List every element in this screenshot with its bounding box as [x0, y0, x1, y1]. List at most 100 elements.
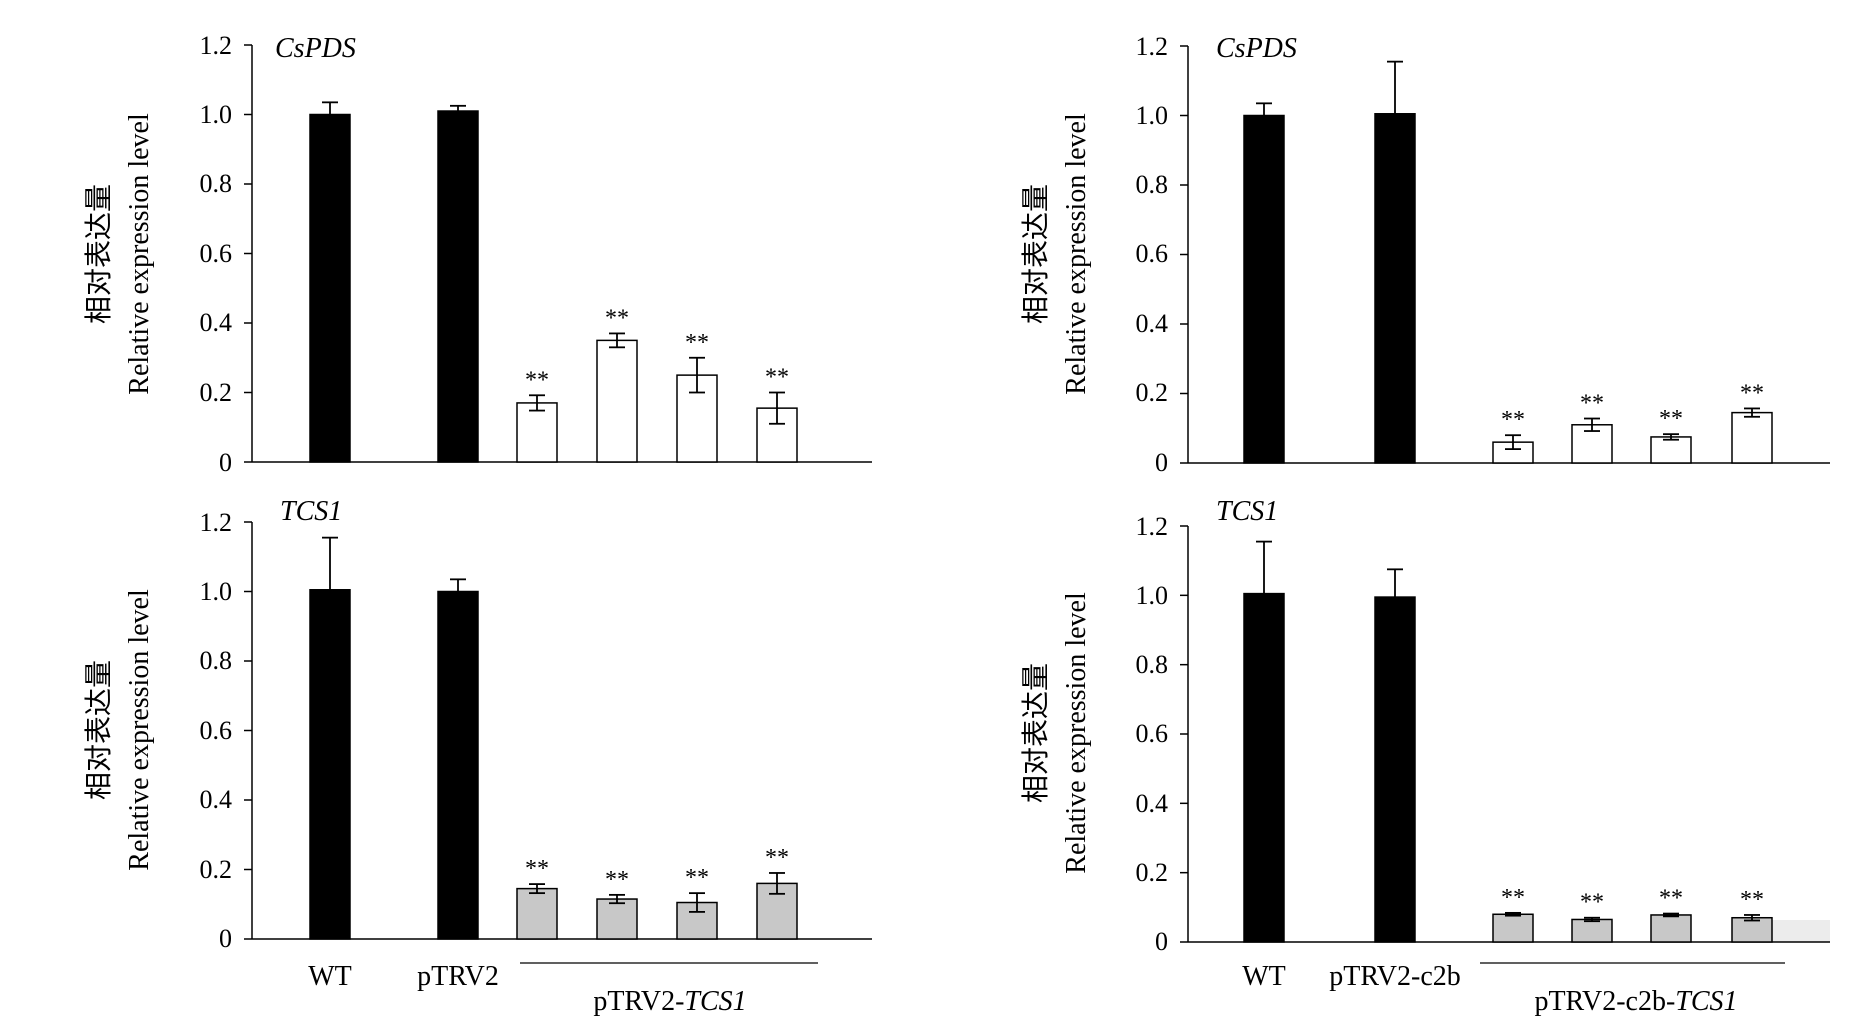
x-label-vector: pTRV2 [417, 961, 499, 992]
significance-label: ** [1659, 886, 1683, 912]
x-label-wt: WT [308, 961, 352, 992]
panel-2-marks: ** ** ** ** [244, 521, 872, 940]
significance-label: ** [685, 330, 709, 356]
significance-label: ** [525, 856, 549, 882]
significance-label: ** [1501, 885, 1525, 911]
significance-label: ** [765, 365, 789, 391]
y-tick-label: 0.6 [200, 716, 233, 745]
panel-cspds-left: 相对表达量 Relative expression level CsPDS 0 … [83, 31, 356, 477]
y-tick-label: 0.2 [200, 855, 233, 884]
y-tick-label: 0.4 [1136, 309, 1169, 338]
significance-label: ** [1740, 887, 1764, 913]
panel-cspds-right: 相对表达量 Relative expression level CsPDS 0 … [1020, 32, 1297, 477]
y-tick-label: 1.0 [1136, 581, 1169, 610]
y-tick-label: 0.2 [1136, 378, 1169, 407]
y-tick-label: 0.2 [1136, 858, 1169, 887]
bar-4 [1571, 918, 1613, 943]
bar-2 [1374, 113, 1416, 464]
y-tick-label: 1.0 [1136, 101, 1169, 130]
bar-2 [437, 590, 479, 940]
y-tick-label: 0.8 [1136, 650, 1169, 679]
bar-5 [1650, 436, 1692, 464]
x-label-wt: WT [1242, 961, 1286, 992]
bar-3 [516, 402, 558, 463]
x-label-vector: pTRV2-c2b [1329, 961, 1461, 992]
group-prefix: pTRV2-c2b- [1534, 986, 1675, 1017]
panel-title-gene: TCS1 [280, 496, 342, 527]
bar-2 [1374, 596, 1416, 943]
y-tick-label: 0.8 [200, 646, 233, 675]
significance-label: ** [1580, 890, 1604, 916]
bar-1 [309, 113, 351, 463]
panel-tcs1-right: 相对表达量 Relative expression level TCS1 0 0… [1020, 496, 1785, 1017]
x-label-group: pTRV2-TCS1 [593, 986, 746, 1017]
bar-3 [516, 887, 558, 940]
y-tick-label: 0 [219, 448, 232, 477]
group-prefix: pTRV2- [593, 986, 684, 1017]
bar-6 [1731, 411, 1773, 464]
y-tick-label: 0.6 [1136, 239, 1169, 268]
panel-1-marks: ** ** ** ** [1180, 45, 1830, 464]
panel-3-marks: ** ** ** ** [1180, 525, 1830, 943]
y-axis-label-cn: 相对表达量 [83, 660, 115, 800]
y-tick-label: 1.0 [200, 100, 233, 129]
significance-label: ** [685, 865, 709, 891]
bar-3 [1492, 913, 1534, 943]
y-axis-label: 相对表达量 Relative expression level [83, 113, 155, 395]
panel-title-gene: TCS1 [1216, 496, 1278, 527]
significance-label: ** [605, 867, 629, 893]
significance-label: ** [1501, 407, 1525, 433]
y-tick-label: 0.8 [1136, 170, 1169, 199]
significance-label: ** [1580, 391, 1604, 417]
y-tick-label: 0 [219, 924, 232, 953]
significance-label: ** [1740, 380, 1764, 406]
y-ticks: 0 0.2 0.4 0.6 0.8 1.0 1.2 [200, 508, 233, 953]
y-axis-label-en: Relative expression level [124, 589, 155, 871]
y-tick-label: 0 [1155, 448, 1168, 477]
significance-label: ** [765, 845, 789, 871]
y-tick-label: 0.6 [1136, 719, 1169, 748]
panel-tcs1-left: 相对表达量 Relative expression level TCS1 0 0… [83, 496, 818, 1017]
y-tick-label: 1.2 [200, 508, 233, 537]
significance-label: ** [1659, 406, 1683, 432]
y-ticks: 0 0.2 0.4 0.6 0.8 1.0 1.2 [1136, 512, 1169, 956]
y-tick-label: 0.4 [200, 785, 233, 814]
y-tick-label: 0.4 [1136, 789, 1169, 818]
group-gene: TCS1 [684, 986, 746, 1017]
y-ticks: 0 0.2 0.4 0.6 0.8 1.0 1.2 [200, 31, 233, 477]
group-gene: TCS1 [1675, 986, 1737, 1017]
y-axis-label-en: Relative expression level [1061, 113, 1092, 395]
y-tick-label: 0 [1155, 927, 1168, 956]
y-tick-label: 0.2 [200, 378, 233, 407]
panel-0-marks: ** ** ** ** [244, 44, 872, 463]
y-tick-label: 1.2 [1136, 32, 1169, 61]
panel-title-gene: CsPDS [1216, 33, 1297, 64]
baseline-shade [1762, 920, 1830, 942]
y-axis-label-en: Relative expression level [1061, 592, 1092, 874]
chart-marks: ** ** ** ** ** ** ** ** ** ** ** ** ** ** ** ** [244, 44, 1830, 943]
y-tick-label: 0.4 [200, 308, 233, 337]
bar-1 [1243, 592, 1285, 943]
bar-1 [309, 589, 351, 940]
bar-5 [1650, 914, 1692, 943]
y-tick-label: 1.2 [200, 31, 233, 60]
y-tick-label: 1.0 [200, 577, 233, 606]
y-axis-label-en: Relative expression level [124, 113, 155, 395]
x-category-labels: WT pTRV2-c2b pTRV2-c2b-TCS1 [1242, 961, 1785, 1017]
y-tick-label: 1.2 [1136, 512, 1169, 541]
bar-1 [1243, 114, 1285, 464]
bar-4 [596, 898, 638, 940]
y-tick-label: 0.6 [200, 239, 233, 268]
significance-label: ** [605, 305, 629, 331]
y-tick-label: 0.8 [200, 169, 233, 198]
y-ticks: 0 0.2 0.4 0.6 0.8 1.0 1.2 [1136, 32, 1169, 477]
bar-4 [596, 339, 638, 463]
y-axis-label-cn: 相对表达量 [83, 184, 115, 324]
x-label-group: pTRV2-c2b-TCS1 [1534, 986, 1737, 1017]
x-category-labels: WT pTRV2 pTRV2-TCS1 [308, 961, 818, 1017]
y-axis-label-cn: 相对表达量 [1020, 184, 1052, 324]
y-axis-label-cn: 相对表达量 [1020, 663, 1052, 803]
significance-label: ** [525, 367, 549, 393]
